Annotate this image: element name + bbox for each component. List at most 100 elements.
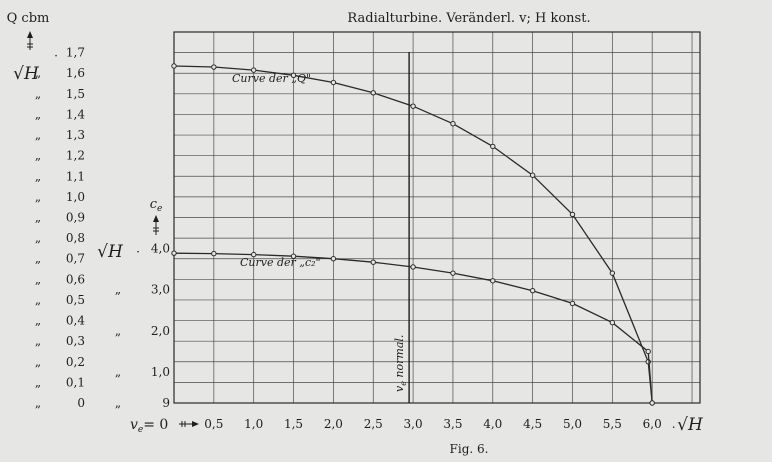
x-axis-suffix: √H [677, 415, 704, 435]
series-2-point [211, 250, 217, 257]
q-ditto-mark: „ [35, 272, 41, 286]
q-ditto-mark: „ [35, 128, 41, 142]
ce-tick-label: 9 [162, 396, 170, 410]
ve-normal-marker-label: ve normal. [393, 335, 408, 392]
q-tick-label: 1,5 [66, 87, 85, 101]
series-2-point [609, 319, 616, 326]
series-2-point [330, 256, 337, 262]
chart-grid [174, 32, 700, 403]
q-ditto-mark: „ [35, 314, 41, 328]
series-2-point [450, 270, 456, 276]
x-axis-arrow-icon [179, 421, 199, 427]
ce-ditto-mark: „ [115, 396, 121, 410]
q-ditto-mark: „ [35, 396, 41, 410]
x-tick-label: 6,0 [643, 417, 662, 431]
ce-ditto-mark: „ [115, 365, 121, 379]
chart-title: Radialturbine. Veränderl. v; H konst. [347, 11, 590, 26]
series-2-point [171, 250, 177, 256]
series-2-point [410, 264, 416, 270]
q-axis-arrow-icon [27, 31, 33, 50]
x-tick-label: 0,5 [204, 417, 223, 431]
q-axis-ticks: 1,7. 1,6 „ 1,5 „ 1,4 „ 1,3 „ 1,2 „ 1,1 „ 1,0 „ 0,9 „ 0,8 „… [35, 46, 85, 410]
ce-tick-label: 3,0 [151, 283, 170, 297]
q-ditto-mark: „ [35, 66, 41, 80]
ce-tick-label: 2,0 [151, 324, 170, 338]
x-tick-label: 3,5 [443, 417, 462, 431]
q-tick-label: 0,4 [66, 314, 85, 328]
ce-dot: . [136, 241, 140, 255]
q-tick-label: 1,1 [66, 169, 85, 183]
q-tick-label: 1,2 [66, 149, 85, 163]
series-line-2 [173, 252, 653, 404]
series-2-point [490, 278, 496, 284]
series-2-point [250, 251, 257, 258]
series-2-point [529, 287, 536, 294]
q-tick-label: 1,0 [66, 190, 85, 204]
series-1-point [250, 67, 257, 73]
q-ditto-mark: „ [35, 149, 41, 163]
q-tick-label: 0 [77, 396, 85, 410]
ce-axis-sqrt-label: √H [97, 242, 124, 262]
q-tick-label: 0,6 [66, 272, 85, 286]
q-ditto-mark: „ [35, 355, 41, 369]
series-line-1 [173, 65, 653, 404]
series-1-point [450, 121, 456, 127]
q-ditto-mark: „ [35, 211, 41, 225]
q-tick-label: 0,9 [66, 211, 85, 225]
q-ditto-mark: „ [35, 252, 41, 266]
series-2-point [649, 400, 655, 406]
x-tick-label: 5,5 [603, 417, 622, 431]
q-tick-label: 0,2 [66, 355, 85, 369]
x-axis-dot: . [672, 417, 676, 431]
q-ditto-mark: „ [35, 293, 41, 307]
q-tick-label: 1,7 [66, 46, 85, 60]
q-ditto-mark: „ [35, 87, 41, 101]
series-1-point [370, 90, 376, 96]
q-tick-label: 1,3 [66, 128, 85, 142]
q-ditto-mark: „ [35, 190, 41, 204]
q-tick-label: 0,1 [66, 375, 85, 389]
plot-frame [173, 31, 701, 404]
ce-axis-ticks: 4,0. 3,0 „ 2,0 „ 1,0 „ 9 „ [115, 241, 170, 410]
series-2-point [645, 348, 651, 355]
series-label-1: Curve der „Q" [232, 72, 311, 85]
series-layer: Curve der „Q" Curve der „c₂" [171, 63, 655, 406]
series-label-2: Curve der „c₂" [240, 256, 321, 269]
series-1-point [171, 63, 177, 69]
ce-ditto-mark: „ [115, 324, 121, 338]
series-1-point [410, 103, 416, 109]
series-2-point [370, 259, 376, 265]
x-tick-label: 5,0 [563, 417, 582, 431]
q-ditto-mark: „ [35, 375, 41, 389]
x-tick-label: 3,0 [404, 417, 423, 431]
series-1-point [529, 172, 536, 178]
x-tick-label: 2,0 [324, 417, 343, 431]
q-tick-label: 0,3 [66, 334, 85, 348]
q-axis-label: Q cbm [7, 11, 50, 26]
ce-tick-label: 4,0 [151, 241, 170, 255]
q-tick-label: 1,6 [66, 66, 85, 80]
x-tick-label: 4,5 [523, 417, 542, 431]
series-1-point [330, 79, 337, 86]
q-tick-label: 0,7 [66, 252, 85, 266]
ce-axis-label: ce [150, 197, 163, 214]
q-tick-label: 0,5 [66, 293, 85, 307]
series-1-point [609, 270, 616, 276]
series-1-point [490, 143, 496, 150]
q-ditto-mark: „ [35, 231, 41, 245]
q-dot: . [54, 46, 58, 60]
x-tick-label: 1,5 [284, 417, 303, 431]
q-tick-label: 1,4 [66, 107, 85, 121]
ce-tick-label: 1,0 [151, 365, 170, 379]
figure-caption: Fig. 6. [450, 442, 489, 456]
series-2-point [290, 253, 297, 259]
ce-ditto-mark: „ [115, 283, 121, 297]
x-tick-label: 1,0 [244, 417, 263, 431]
ce-axis-arrow-icon [153, 215, 159, 235]
x-tick-label: 2,5 [364, 417, 383, 431]
q-ditto-mark: „ [35, 169, 41, 183]
q-axis-sqrt-label: √H [13, 64, 40, 84]
q-tick-label: 0,8 [66, 231, 85, 245]
series-2-point [569, 300, 576, 307]
